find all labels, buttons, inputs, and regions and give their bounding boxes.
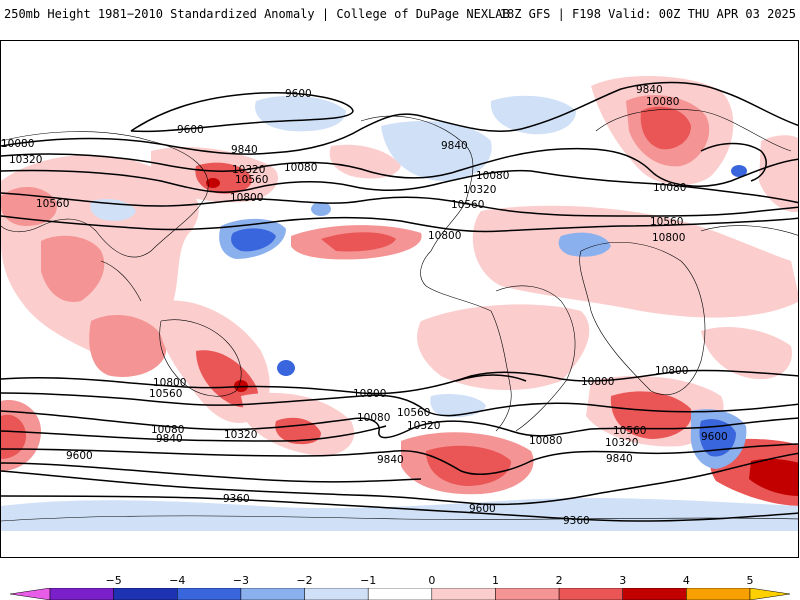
contour-label: 10320 bbox=[605, 437, 638, 449]
contour-label: 10800 bbox=[581, 376, 614, 388]
contour-labels: 9600 9600 9840 10080 10320 10560 10800 9… bbox=[1, 84, 728, 527]
colorbar-segment bbox=[367, 588, 433, 600]
contour-label: 10560 bbox=[650, 216, 683, 228]
contour-label: 10080 bbox=[653, 182, 686, 194]
contour-label: 9600 bbox=[177, 124, 204, 136]
colorbar-tick-label: 2 bbox=[555, 574, 563, 587]
colorbar-segment bbox=[113, 588, 178, 600]
contour-label: 10800 bbox=[353, 388, 386, 400]
contour-label: 9600 bbox=[701, 431, 728, 443]
contour-label: 9840 bbox=[606, 453, 633, 465]
header: 250mb Height 1981−2010 Standardized Anom… bbox=[0, 0, 800, 28]
contour-label: 10800 bbox=[428, 230, 461, 242]
contour-label: 9840 bbox=[156, 433, 183, 445]
colorbar-tick-label: −5 bbox=[105, 574, 122, 587]
colorbar-segment bbox=[749, 588, 790, 600]
colorbar-tick-label: −2 bbox=[296, 574, 313, 587]
contour-label: 10800 bbox=[652, 232, 685, 244]
colorbar-segment bbox=[49, 588, 114, 600]
contour-label: 10080 bbox=[284, 162, 317, 174]
contour-label: 10080 bbox=[646, 96, 679, 108]
contour-label: 9840 bbox=[231, 144, 258, 156]
contour-label: 9840 bbox=[441, 140, 468, 152]
map-title: 250mb Height 1981−2010 Standardized Anom… bbox=[4, 7, 510, 21]
colorbar-segment bbox=[240, 588, 305, 600]
contour-label: 10320 bbox=[463, 184, 496, 196]
colorbar-tick-label: 3 bbox=[619, 574, 627, 587]
coastlines bbox=[1, 108, 798, 522]
contour-label: 10560 bbox=[235, 174, 268, 186]
contour-label: 9840 bbox=[636, 84, 663, 96]
colorbar-tick-label: −3 bbox=[232, 574, 250, 587]
colorbar-tick-label: 0 bbox=[428, 574, 436, 587]
colorbar-tick-label: 4 bbox=[682, 574, 690, 587]
colorbar-tick-label: 5 bbox=[746, 574, 754, 587]
colorbar-segment bbox=[686, 588, 751, 600]
colorbar-segment bbox=[304, 588, 369, 600]
colorbar-segment bbox=[177, 588, 242, 600]
contour-label: 10320 bbox=[232, 164, 265, 176]
contour-label: 10560 bbox=[36, 198, 69, 210]
height-contours bbox=[1, 81, 798, 522]
colorbar-tick-label: 1 bbox=[491, 574, 499, 587]
contour-label: 10080 bbox=[1, 138, 34, 150]
map-panel: 9600 9600 9840 10080 10320 10560 10800 9… bbox=[0, 40, 799, 558]
contour-label: 10320 bbox=[9, 154, 42, 166]
contour-label: 9600 bbox=[285, 88, 312, 100]
model-valid-time: 18Z GFS | F198 Valid: 00Z THU APR 03 202… bbox=[499, 7, 796, 21]
contour-label: 10800 bbox=[230, 192, 263, 204]
contour-label: 10560 bbox=[451, 199, 484, 211]
contour-label: 10560 bbox=[149, 388, 182, 400]
contour-label: 9360 bbox=[563, 515, 590, 527]
contour-label: 10800 bbox=[153, 377, 186, 389]
contour-label: 10080 bbox=[529, 435, 562, 447]
contour-label: 10080 bbox=[151, 424, 184, 436]
contour-label: 10320 bbox=[224, 429, 257, 441]
contour-label: 9840 bbox=[377, 454, 404, 466]
anomaly-map: 9600 9600 9840 10080 10320 10560 10800 9… bbox=[1, 75, 798, 531]
contour-label: 9600 bbox=[66, 450, 93, 462]
colorbar-tick-label: −1 bbox=[360, 574, 377, 587]
positive-anomaly-shading bbox=[1, 75, 798, 506]
contour-label: 10560 bbox=[613, 425, 646, 437]
colorbar-segment bbox=[495, 588, 560, 600]
contour-label: 9600 bbox=[469, 503, 496, 515]
colorbar-segment bbox=[558, 588, 623, 600]
colorbar-segment bbox=[431, 588, 496, 600]
contour-label: 10080 bbox=[357, 412, 390, 424]
colorbar-segment bbox=[622, 588, 687, 600]
contour-label: 10080 bbox=[476, 170, 509, 182]
contour-label: 10560 bbox=[397, 407, 430, 419]
negative-anomaly-shading bbox=[1, 95, 798, 531]
contour-label: 9360 bbox=[223, 493, 250, 505]
contour-label: 10800 bbox=[655, 365, 688, 377]
colorbar bbox=[10, 588, 790, 600]
colorbar-segment bbox=[10, 588, 51, 600]
contour-label: 10320 bbox=[407, 420, 440, 432]
colorbar-tick-label: −4 bbox=[169, 574, 186, 587]
